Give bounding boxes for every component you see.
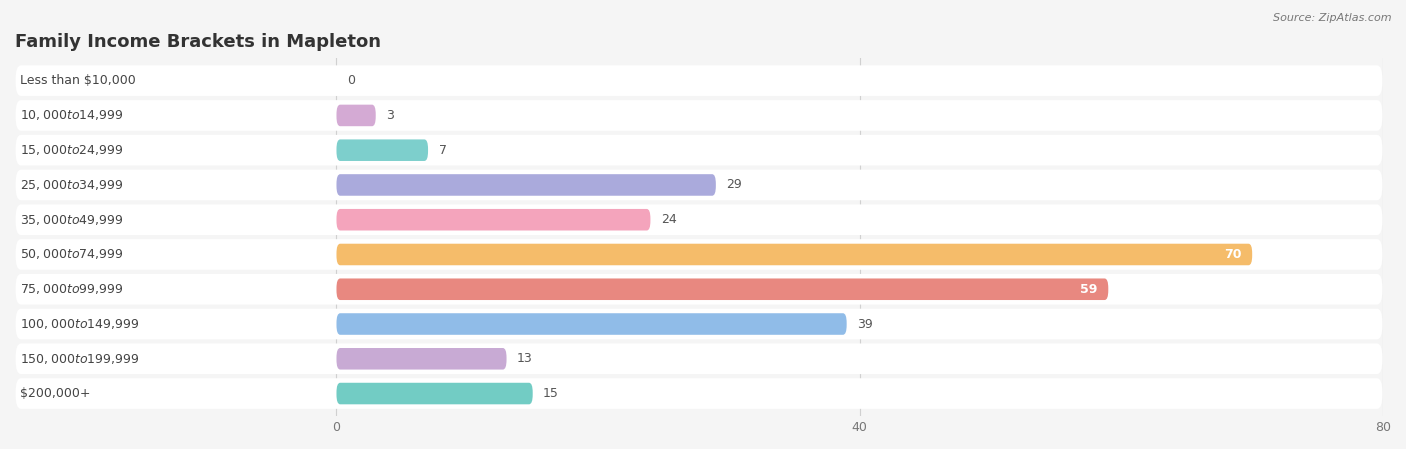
FancyBboxPatch shape (17, 348, 335, 370)
Text: 15: 15 (543, 387, 560, 400)
Text: 24: 24 (661, 213, 676, 226)
Text: 7: 7 (439, 144, 447, 157)
FancyBboxPatch shape (17, 209, 335, 230)
Text: Less than $10,000: Less than $10,000 (20, 74, 135, 87)
Text: Source: ZipAtlas.com: Source: ZipAtlas.com (1274, 13, 1392, 23)
Text: 13: 13 (517, 352, 533, 365)
Text: $25,000 to $34,999: $25,000 to $34,999 (20, 178, 124, 192)
FancyBboxPatch shape (15, 343, 1382, 374)
Text: 39: 39 (858, 317, 873, 330)
Text: $15,000 to $24,999: $15,000 to $24,999 (20, 143, 124, 157)
FancyBboxPatch shape (15, 378, 1382, 409)
FancyBboxPatch shape (17, 140, 335, 161)
Text: $10,000 to $14,999: $10,000 to $14,999 (20, 108, 124, 123)
FancyBboxPatch shape (336, 209, 651, 230)
FancyBboxPatch shape (17, 105, 335, 126)
FancyBboxPatch shape (336, 140, 427, 161)
FancyBboxPatch shape (15, 66, 1382, 96)
Text: $100,000 to $149,999: $100,000 to $149,999 (20, 317, 139, 331)
FancyBboxPatch shape (15, 309, 1382, 339)
FancyBboxPatch shape (15, 135, 1382, 166)
Text: 59: 59 (1080, 283, 1098, 296)
FancyBboxPatch shape (336, 313, 846, 335)
FancyBboxPatch shape (336, 244, 1253, 265)
FancyBboxPatch shape (17, 244, 335, 265)
Text: $35,000 to $49,999: $35,000 to $49,999 (20, 213, 124, 227)
Text: 29: 29 (727, 178, 742, 191)
Text: $150,000 to $199,999: $150,000 to $199,999 (20, 352, 139, 366)
FancyBboxPatch shape (17, 383, 335, 404)
FancyBboxPatch shape (15, 170, 1382, 200)
Text: $200,000+: $200,000+ (20, 387, 90, 400)
FancyBboxPatch shape (17, 278, 335, 300)
FancyBboxPatch shape (15, 274, 1382, 304)
FancyBboxPatch shape (336, 348, 506, 370)
Text: $50,000 to $74,999: $50,000 to $74,999 (20, 247, 124, 261)
FancyBboxPatch shape (336, 278, 1108, 300)
FancyBboxPatch shape (336, 383, 533, 404)
Text: 0: 0 (347, 74, 354, 87)
FancyBboxPatch shape (17, 70, 335, 92)
FancyBboxPatch shape (336, 174, 716, 196)
FancyBboxPatch shape (17, 174, 335, 196)
FancyBboxPatch shape (15, 239, 1382, 270)
Text: Family Income Brackets in Mapleton: Family Income Brackets in Mapleton (15, 33, 381, 51)
Text: 3: 3 (387, 109, 394, 122)
FancyBboxPatch shape (17, 313, 335, 335)
FancyBboxPatch shape (15, 204, 1382, 235)
FancyBboxPatch shape (15, 100, 1382, 131)
FancyBboxPatch shape (336, 105, 375, 126)
Text: $75,000 to $99,999: $75,000 to $99,999 (20, 282, 124, 296)
Text: 70: 70 (1225, 248, 1241, 261)
